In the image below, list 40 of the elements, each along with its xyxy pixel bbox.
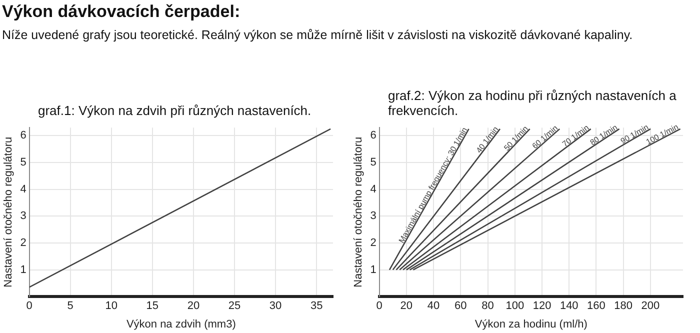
text: Níže uvedené grafy jsou teoretické. Reálný výkon se může mírně lišit v závislosti na viskozitě dávkované kapaliny. — [2, 28, 634, 42]
x-tick-label: 160 — [587, 300, 606, 312]
x-tick-label: 20 — [187, 300, 200, 312]
y-axis-title: Nastavení otočného regulátoru — [2, 136, 15, 288]
x-tick-label: 30 — [269, 300, 282, 312]
y-tick-label: 6 — [20, 130, 26, 142]
y-tick-label: 4 — [370, 183, 376, 196]
x-tick-label: 60 — [454, 300, 467, 312]
y-tick-label: 1 — [370, 264, 376, 276]
chart-title: graf.1: Výkon na zdvih při různých nastaveních. — [37, 102, 312, 118]
x-tick-label: 200 — [641, 300, 660, 312]
y-tick-label: 3 — [20, 210, 26, 222]
x-tick-label: 5 — [67, 300, 74, 312]
text: Výkon dávkovacích čerpadel: — [2, 2, 242, 22]
y-tick-label: 5 — [20, 156, 26, 169]
x-axis-title: Výkon za hodinu (ml/h) — [474, 318, 588, 330]
y-tick-label: 4 — [20, 183, 26, 196]
x-tick-label: 0 — [26, 300, 32, 312]
x-tick-label: 0 — [376, 300, 382, 312]
x-tick-label: 120 — [532, 300, 552, 312]
x-tick-label: 15 — [146, 300, 159, 312]
x-tick-label: 80 — [482, 300, 494, 312]
x-tick-label: 100 — [506, 300, 524, 312]
x-tick-label: 35 — [310, 300, 323, 312]
x-tick-label: 25 — [228, 300, 241, 312]
x-tick-label: 40 — [427, 300, 440, 312]
x-tick-label: 20 — [400, 300, 413, 312]
y-tick-label: 5 — [370, 156, 376, 169]
text: 80 1/min — [588, 122, 619, 148]
y-tick-label: 6 — [370, 130, 376, 142]
chart-title: graf.2: Výkon za hodinu při různých nastaveních a frekvencích. — [387, 87, 678, 118]
x-tick-label: 10 — [105, 300, 118, 312]
y-tick-label: 2 — [20, 236, 26, 249]
y-tick-label: 2 — [370, 236, 376, 249]
x-axis-title: Výkon na zdvih (mm3) — [126, 318, 236, 330]
x-tick-label: 140 — [560, 300, 578, 312]
y-tick-label: 3 — [370, 210, 376, 222]
y-axis-title: Nastavení otočného regulátoru — [352, 136, 365, 288]
y-tick-label: 1 — [20, 264, 26, 276]
x-tick-label: 180 — [614, 300, 633, 312]
